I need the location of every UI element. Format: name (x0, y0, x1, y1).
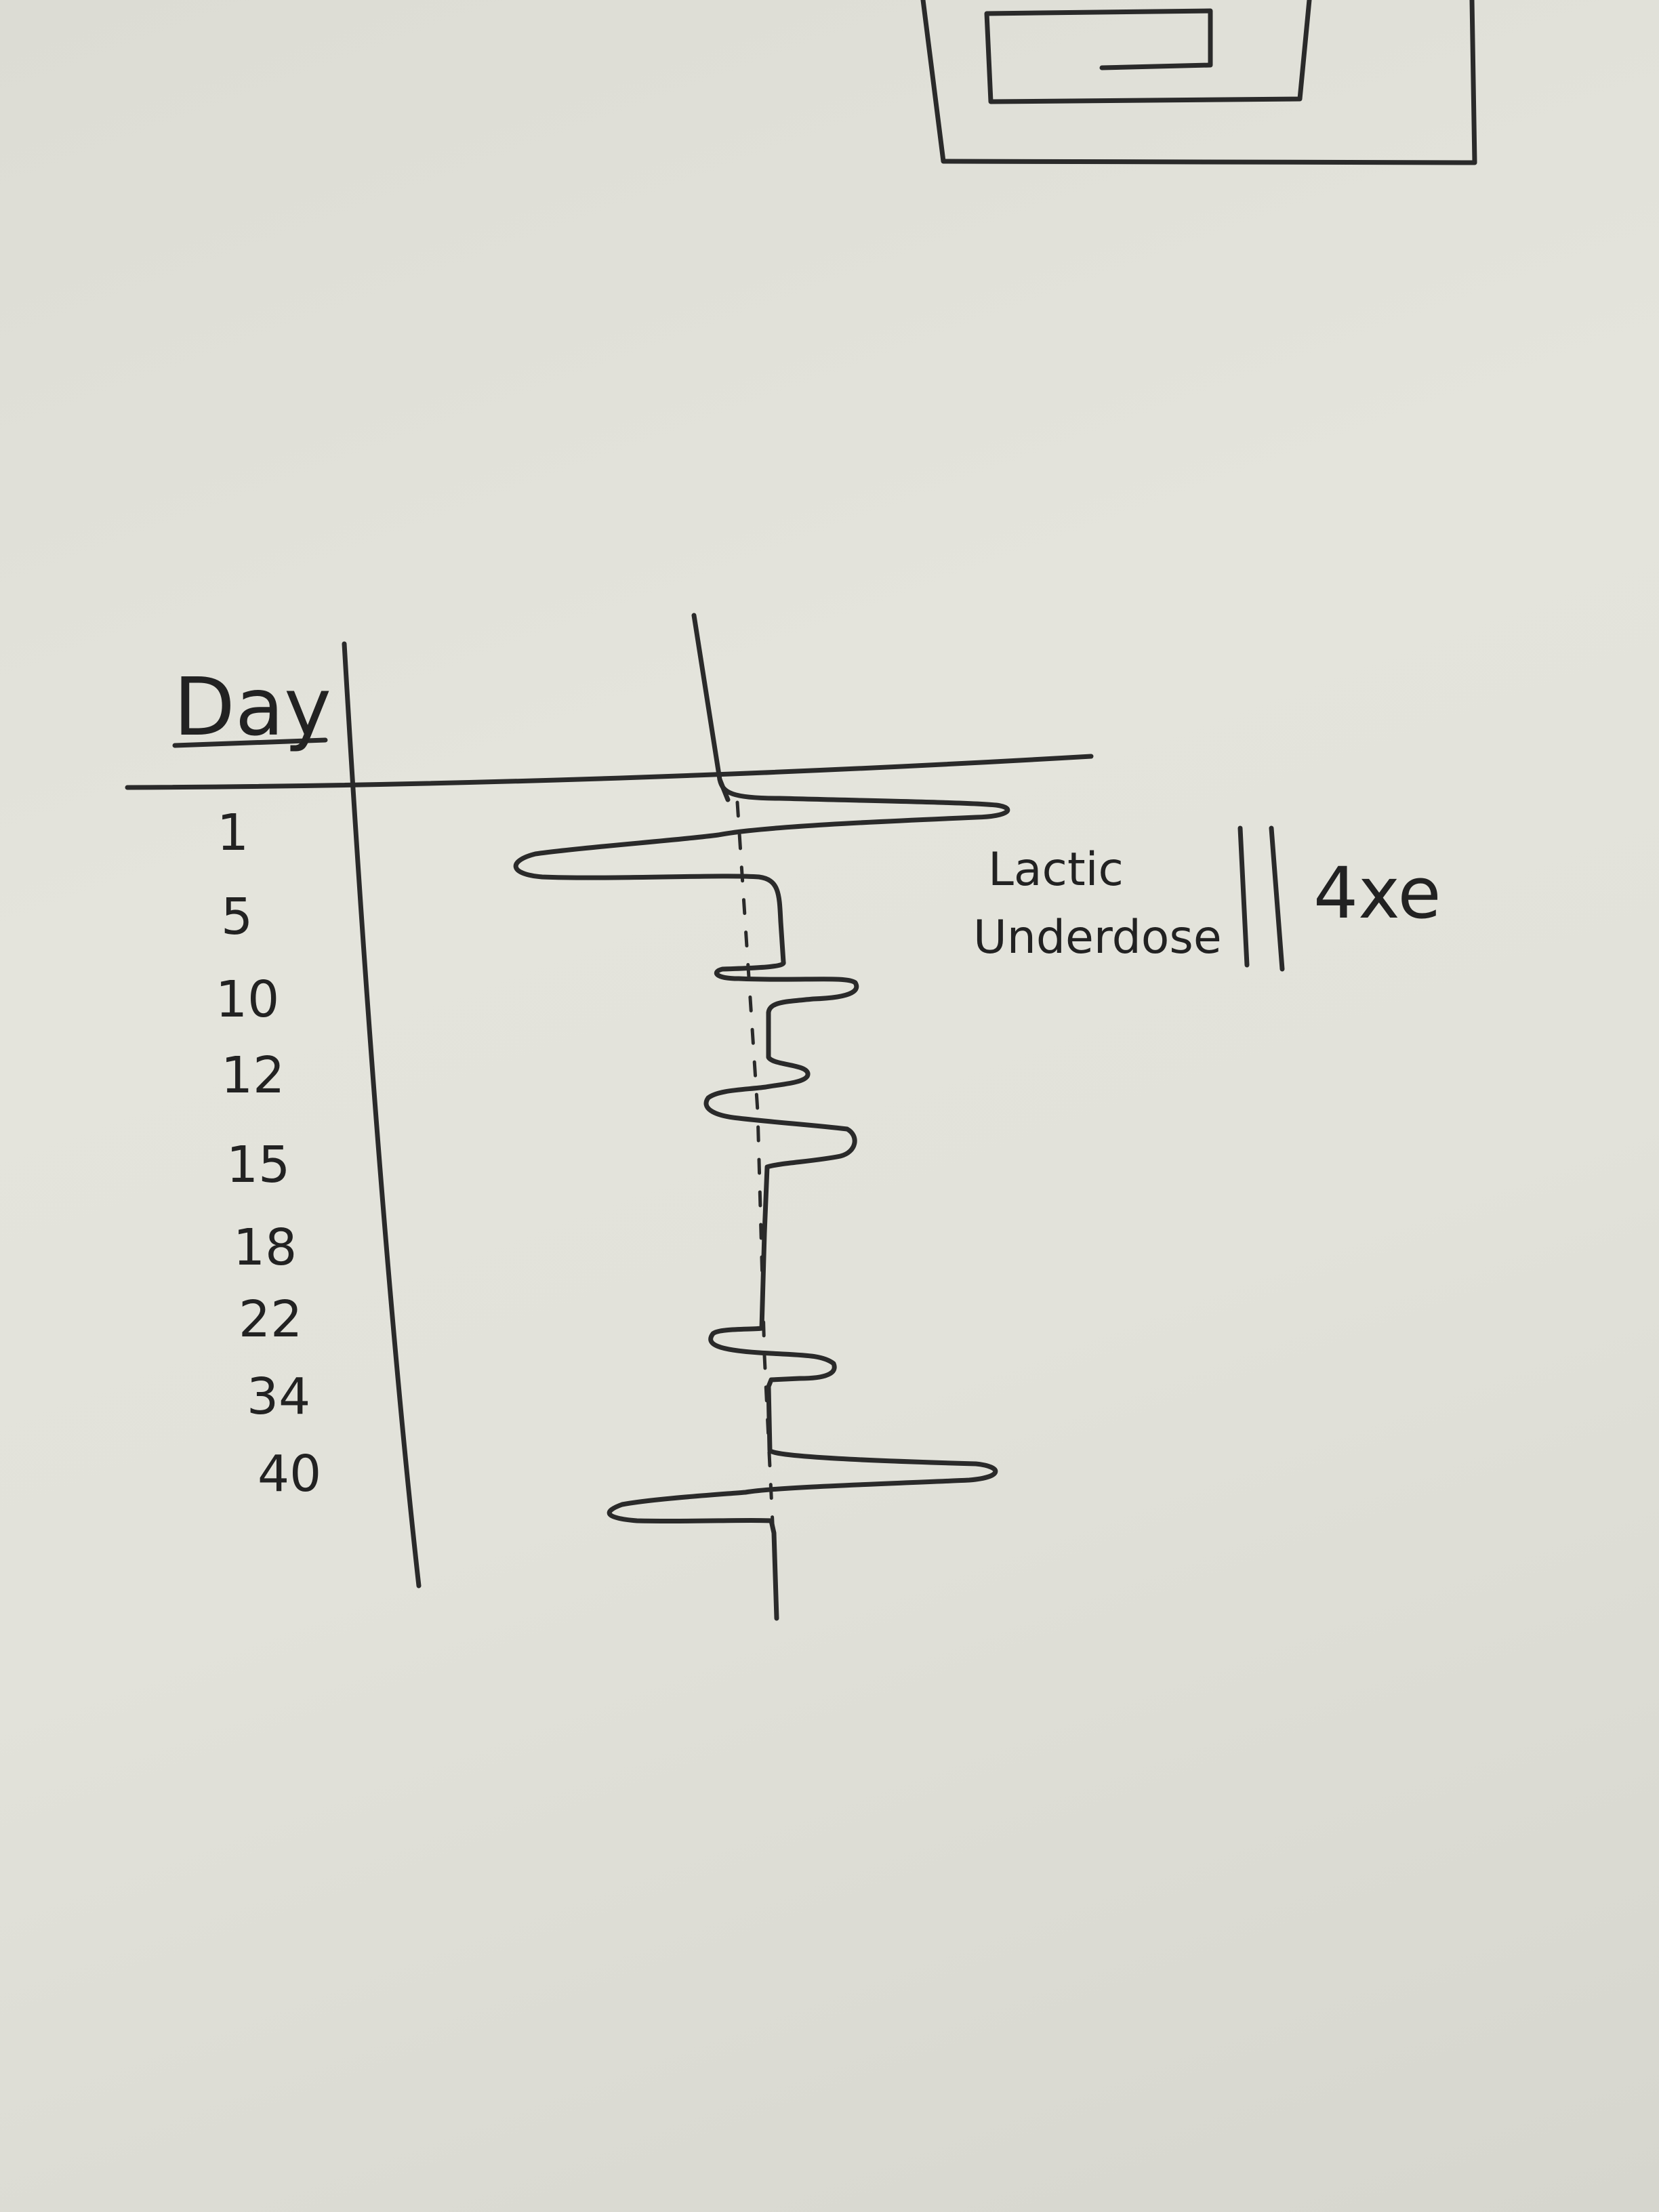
day-label: 12 (221, 1046, 285, 1105)
day-label: 40 (258, 1445, 321, 1503)
day-header: Day (173, 660, 331, 754)
annotation-line-1: Lactic (988, 843, 1124, 897)
day-label: 5 (221, 888, 253, 946)
header-underline (127, 756, 1091, 787)
annotation-line-2: Underdose (973, 911, 1222, 964)
day-list: 1 5 10 12 15 18 22 34 40 (216, 804, 321, 1503)
day-label: 10 (216, 970, 279, 1029)
annotation-tag: 4xe (1313, 852, 1441, 935)
day-label: 22 (239, 1290, 302, 1349)
baseline-dashed (737, 802, 777, 1606)
day-label: 1 (217, 804, 249, 862)
day-label: 34 (247, 1368, 310, 1426)
day-label: 15 (226, 1136, 290, 1194)
day-label: 18 (233, 1218, 297, 1277)
double-bar-divider (1240, 828, 1282, 969)
spiral-doodle (923, 0, 1475, 163)
